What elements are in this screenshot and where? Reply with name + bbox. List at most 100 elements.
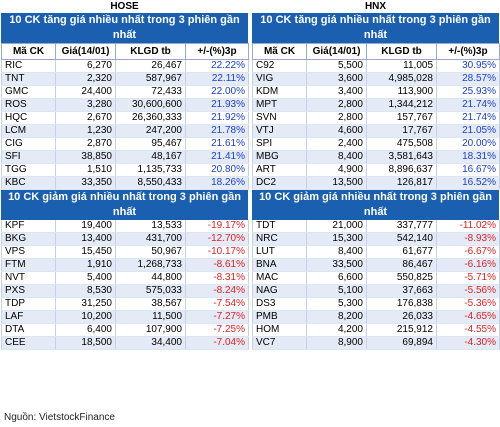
cell-price: 18,500 xyxy=(55,336,116,350)
cell-volume: 247,200 xyxy=(115,124,186,138)
cell-change: -8.31% xyxy=(185,271,249,285)
cell-volume: 157,767 xyxy=(366,111,437,125)
cell-price: 4,200 xyxy=(306,323,367,337)
cell-price: 33,350 xyxy=(55,176,116,190)
table-row: LCM 1,230 247,200 21.78% xyxy=(1,124,249,138)
cell-code: TNT xyxy=(1,72,56,86)
cell-change: 20.00% xyxy=(436,137,500,151)
table-row: NVT 5,400 44,800 -8.31% xyxy=(1,271,249,285)
cell-volume: 3,581,643 xyxy=(366,150,437,164)
cell-code: ROS xyxy=(1,98,56,112)
cell-price: 2,800 xyxy=(306,98,367,112)
cell-code: HOM xyxy=(252,323,307,337)
table-row: LUT 8,400 61,677 -6.67% xyxy=(252,245,500,259)
cell-change: -7.54% xyxy=(185,297,249,311)
table-row: VTJ 4,600 17,767 21.05% xyxy=(252,124,500,138)
cell-code: VIG xyxy=(252,72,307,86)
cell-code: PMB xyxy=(252,310,307,324)
gainers-table-hnx: Mã CK Giá(14/01) KLGD tb +/-(%)3p C92 5,5… xyxy=(252,43,500,190)
cell-volume: 86,467 xyxy=(366,258,437,272)
table-row: SPI 2,400 475,508 20.00% xyxy=(252,137,500,151)
cell-code: TGG xyxy=(1,163,56,177)
cell-volume: 69,894 xyxy=(366,336,437,350)
gainers-title-hnx: 10 CK tăng giá nhiều nhất trong 3 phiên … xyxy=(252,13,499,43)
table-row: NRC 15,300 542,140 -8.93% xyxy=(252,232,500,246)
table-row: TDP 31,250 38,567 -7.54% xyxy=(1,297,249,311)
table-row: DS3 5,300 176,838 -5.36% xyxy=(252,297,500,311)
cell-price: 21,000 xyxy=(306,220,367,233)
cell-volume: 8,550,433 xyxy=(115,176,186,190)
cell-volume: 126,817 xyxy=(366,176,437,190)
cell-volume: 38,567 xyxy=(115,297,186,311)
losers-title-hnx: 10 CK giảm giá nhiều nhất trong 3 phiên … xyxy=(252,190,499,220)
cell-change: -5.56% xyxy=(436,284,500,298)
cell-volume: 72,433 xyxy=(115,85,186,99)
table-row: SVN 2,800 157,767 21.74% xyxy=(252,111,500,125)
cell-change: 22.11% xyxy=(185,72,249,86)
cell-change: -7.25% xyxy=(185,323,249,337)
cell-price: 13,400 xyxy=(55,232,116,246)
cell-volume: 26,467 xyxy=(115,59,186,73)
cell-volume: 50,967 xyxy=(115,245,186,259)
cell-volume: 215,912 xyxy=(366,323,437,337)
cell-price: 2,670 xyxy=(55,111,116,125)
losers-table-hose: KPF 19,400 13,533 -19.17% BKG 13,400 431,700 -1… xyxy=(1,220,249,350)
table-row: KPF 19,400 13,533 -19.17% xyxy=(1,220,249,233)
header-volume: KLGD tb xyxy=(366,43,437,60)
table-row: DC2 13,500 126,817 16.52% xyxy=(252,176,500,190)
table-row: MBG 8,400 3,581,643 18.31% xyxy=(252,150,500,164)
cell-volume: 30,600,600 xyxy=(115,98,186,112)
source-note: Nguồn: VietstockFinance xyxy=(4,412,115,423)
cell-price: 24,400 xyxy=(55,85,116,99)
losers-title-hose: 10 CK giảm giá nhiều nhất trong 3 phiên … xyxy=(1,190,248,220)
cell-price: 5,100 xyxy=(306,284,367,298)
cell-volume: 48,167 xyxy=(115,150,186,164)
table-row: TDT 21,000 337,777 -11.02% xyxy=(252,220,500,233)
table-row: TGG 1,510 1,135,733 20.80% xyxy=(1,163,249,177)
table-row: KDM 3,400 113,900 25.93% xyxy=(252,85,500,99)
cell-price: 4,900 xyxy=(306,163,367,177)
cell-change: -8.61% xyxy=(185,258,249,272)
table-row: VPS 15,450 50,967 -10.17% xyxy=(1,245,249,259)
cell-change: 22.22% xyxy=(185,59,249,73)
cell-code: KPF xyxy=(1,220,56,233)
cell-code: LCM xyxy=(1,124,56,138)
cell-code: DS3 xyxy=(252,297,307,311)
cell-price: 13,500 xyxy=(306,176,367,190)
cell-change: 21.74% xyxy=(436,98,500,112)
cell-volume: 11,500 xyxy=(115,310,186,324)
table-row: DTA 6,400 107,900 -7.25% xyxy=(1,323,249,337)
cell-code: BKG xyxy=(1,232,56,246)
cell-change: 21.74% xyxy=(436,111,500,125)
cell-code: ART xyxy=(252,163,307,177)
cell-code: CEE xyxy=(1,336,56,350)
cell-volume: 1,268,733 xyxy=(115,258,186,272)
cell-change: -6.16% xyxy=(436,258,500,272)
cell-price: 8,400 xyxy=(306,245,367,259)
cell-volume: 176,838 xyxy=(366,297,437,311)
cell-change: -19.17% xyxy=(185,220,249,233)
header-volume: KLGD tb xyxy=(115,43,186,60)
cell-volume: 1,344,212 xyxy=(366,98,437,112)
cell-change: 18.31% xyxy=(436,150,500,164)
exchange-title-hose: HOSE xyxy=(110,1,139,12)
cell-code: TDT xyxy=(252,220,307,233)
cell-volume: 542,140 xyxy=(366,232,437,246)
cell-code: CIG xyxy=(1,137,56,151)
cell-change: -4.55% xyxy=(436,323,500,337)
cell-code: FTM xyxy=(1,258,56,272)
cell-price: 19,400 xyxy=(55,220,116,233)
cell-change: -12.70% xyxy=(185,232,249,246)
cell-change: -10.17% xyxy=(185,245,249,259)
cell-code: SFI xyxy=(1,150,56,164)
cell-code: KBC xyxy=(1,176,56,190)
cell-change: -4.65% xyxy=(436,310,500,324)
cell-price: 1,230 xyxy=(55,124,116,138)
cell-volume: 34,400 xyxy=(115,336,186,350)
table-row: SFI 38,850 48,167 21.41% xyxy=(1,150,249,164)
cell-code: SPI xyxy=(252,137,307,151)
cell-change: 28.57% xyxy=(436,72,500,86)
header-change: +/-(%)3p xyxy=(436,43,500,60)
cell-code: VC7 xyxy=(252,336,307,350)
cell-price: 3,280 xyxy=(55,98,116,112)
